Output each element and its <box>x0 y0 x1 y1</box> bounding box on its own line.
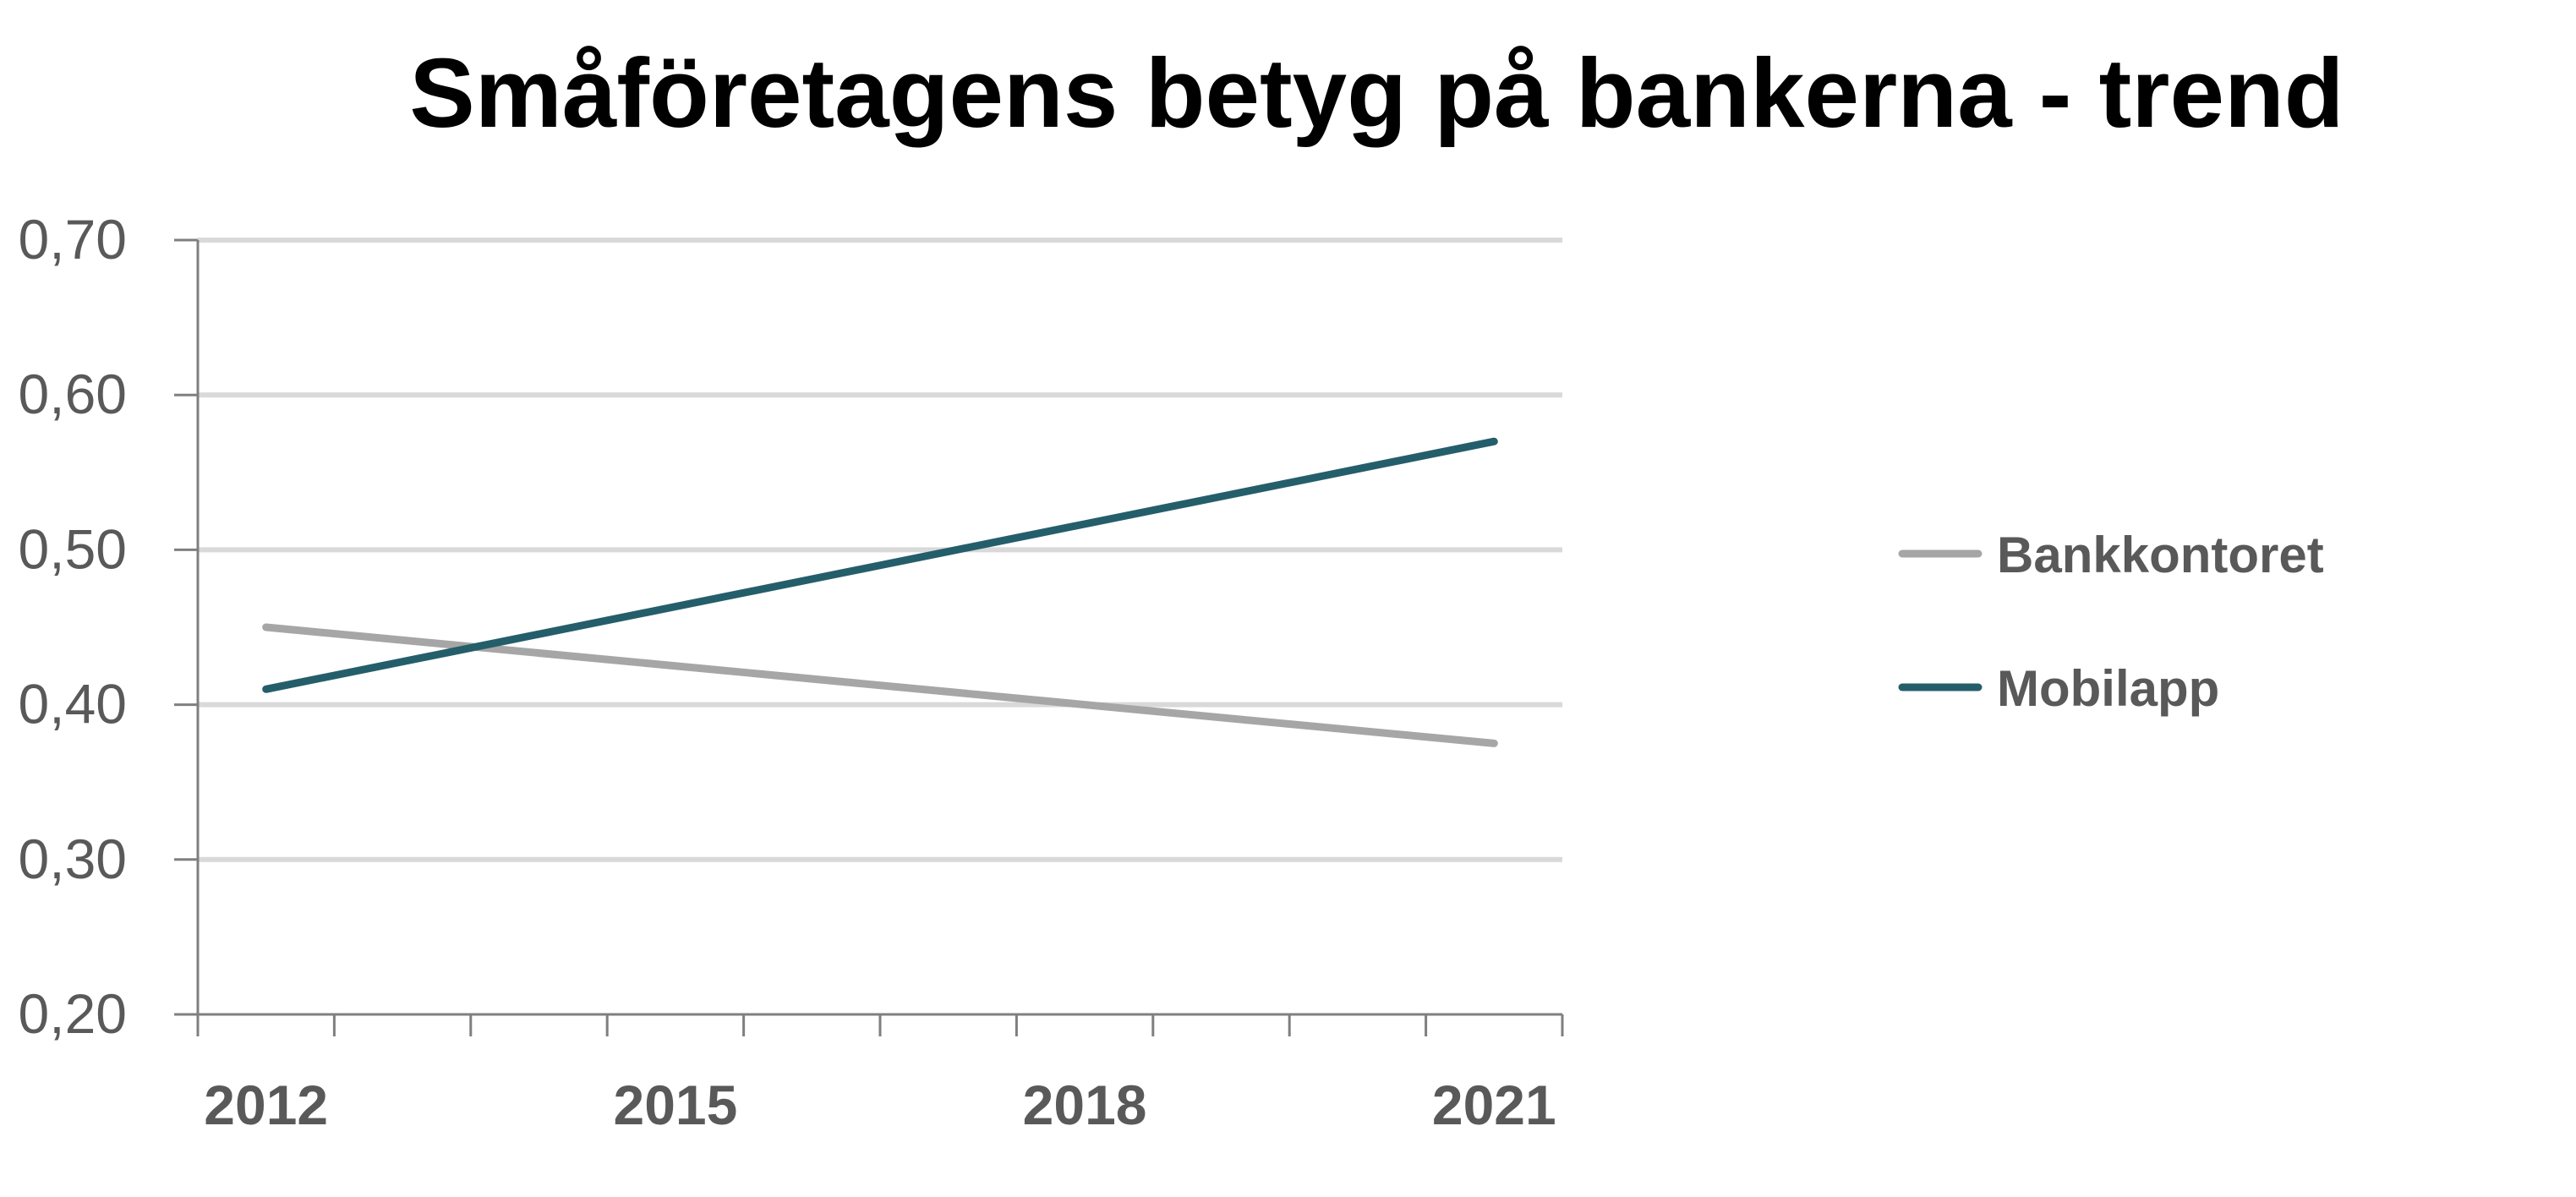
y-tick-label: 0,60 <box>19 363 127 425</box>
gridlines <box>198 238 1562 862</box>
y-axis-ticks: 0,70 0,60 0,50 0,40 0,30 0,20 <box>19 208 198 1045</box>
y-tick-label: 0,20 <box>19 982 127 1045</box>
series-line-mobilapp <box>262 437 1498 693</box>
y-tick-label: 0,30 <box>19 828 127 890</box>
y-tick-label: 0,50 <box>19 517 127 580</box>
chart-title: Småföretagens betyg på bankerna - trend <box>409 38 2344 148</box>
x-tick-label: 2018 <box>1023 1074 1147 1136</box>
legend-label: Mobilapp <box>1997 660 2219 717</box>
series-line-bankkontoret <box>262 623 1498 747</box>
x-axis-ticks: 2012 2015 2018 2021 <box>196 1014 1564 1136</box>
x-tick-label: 2015 <box>613 1074 737 1136</box>
x-tick-label: 2021 <box>1432 1074 1556 1136</box>
y-tick-label: 0,70 <box>19 208 127 271</box>
axes <box>196 240 1562 1016</box>
x-tick-label: 2012 <box>204 1074 328 1136</box>
series-lines <box>262 437 1498 747</box>
legend-label: Bankkontoret <box>1997 527 2324 583</box>
legend: Bankkontoret Mobilapp <box>1898 527 2324 717</box>
y-tick-label: 0,40 <box>19 673 127 735</box>
